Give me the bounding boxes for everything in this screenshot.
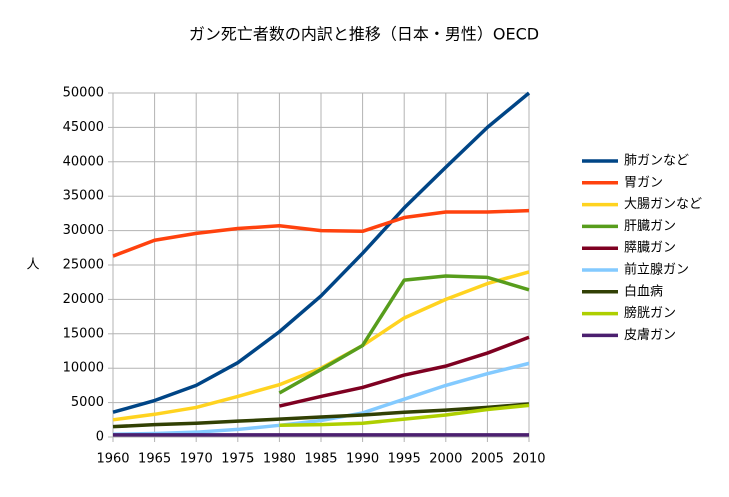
y-tick-label: 0 [96, 430, 104, 445]
legend-label: 白血病 [624, 283, 663, 299]
y-tick-label: 40000 [63, 154, 104, 169]
legend-label: 肝臓ガン [624, 219, 676, 234]
x-tick-label: 1965 [138, 452, 171, 467]
y-tick-label: 25000 [63, 258, 104, 273]
series-line [112, 361, 530, 436]
series-line [279, 335, 530, 408]
y-tick-label: 10000 [63, 361, 104, 376]
x-tick-label: 1975 [221, 452, 254, 467]
x-tick-label: 1980 [263, 452, 296, 467]
legend-label: 大腸ガンなど [624, 197, 702, 212]
x-tick-label: 1970 [180, 452, 213, 467]
y-tick-label: 50000 [63, 86, 104, 101]
series-line [112, 208, 530, 258]
x-tick-label: 2000 [429, 452, 462, 467]
x-tick-label: 1990 [346, 452, 379, 467]
legend-label: 皮膚ガン [624, 327, 676, 343]
series-line [278, 274, 530, 395]
y-tick-label: 20000 [63, 292, 104, 307]
y-tick-label: 5000 [71, 395, 104, 410]
y-tick-label: 45000 [63, 120, 104, 135]
series-line [112, 91, 531, 414]
legend-label: 肺ガンなど [624, 154, 689, 169]
x-tick-label: 1985 [304, 452, 337, 467]
chart-title: ガン死亡者数の内訳と推移（日本・男性）OECD [189, 25, 539, 44]
y-tick-label: 15000 [63, 326, 104, 341]
legend-label: 膀胱ガン [624, 305, 676, 321]
x-tick-label: 2010 [512, 452, 545, 467]
legend-label: 前立腺ガン [624, 262, 689, 278]
y-axis-label: 人 [26, 258, 39, 273]
x-tick-label: 1960 [96, 452, 129, 467]
series-line [279, 403, 530, 428]
series-line [112, 402, 530, 429]
y-tick-label: 35000 [63, 189, 104, 204]
legend-label: 膵臓ガン [624, 241, 676, 256]
y-tick-label: 30000 [63, 223, 104, 238]
x-tick-label: 1995 [388, 452, 421, 467]
x-tick-label: 2005 [471, 452, 504, 467]
legend-label: 胃ガン [624, 175, 663, 190]
